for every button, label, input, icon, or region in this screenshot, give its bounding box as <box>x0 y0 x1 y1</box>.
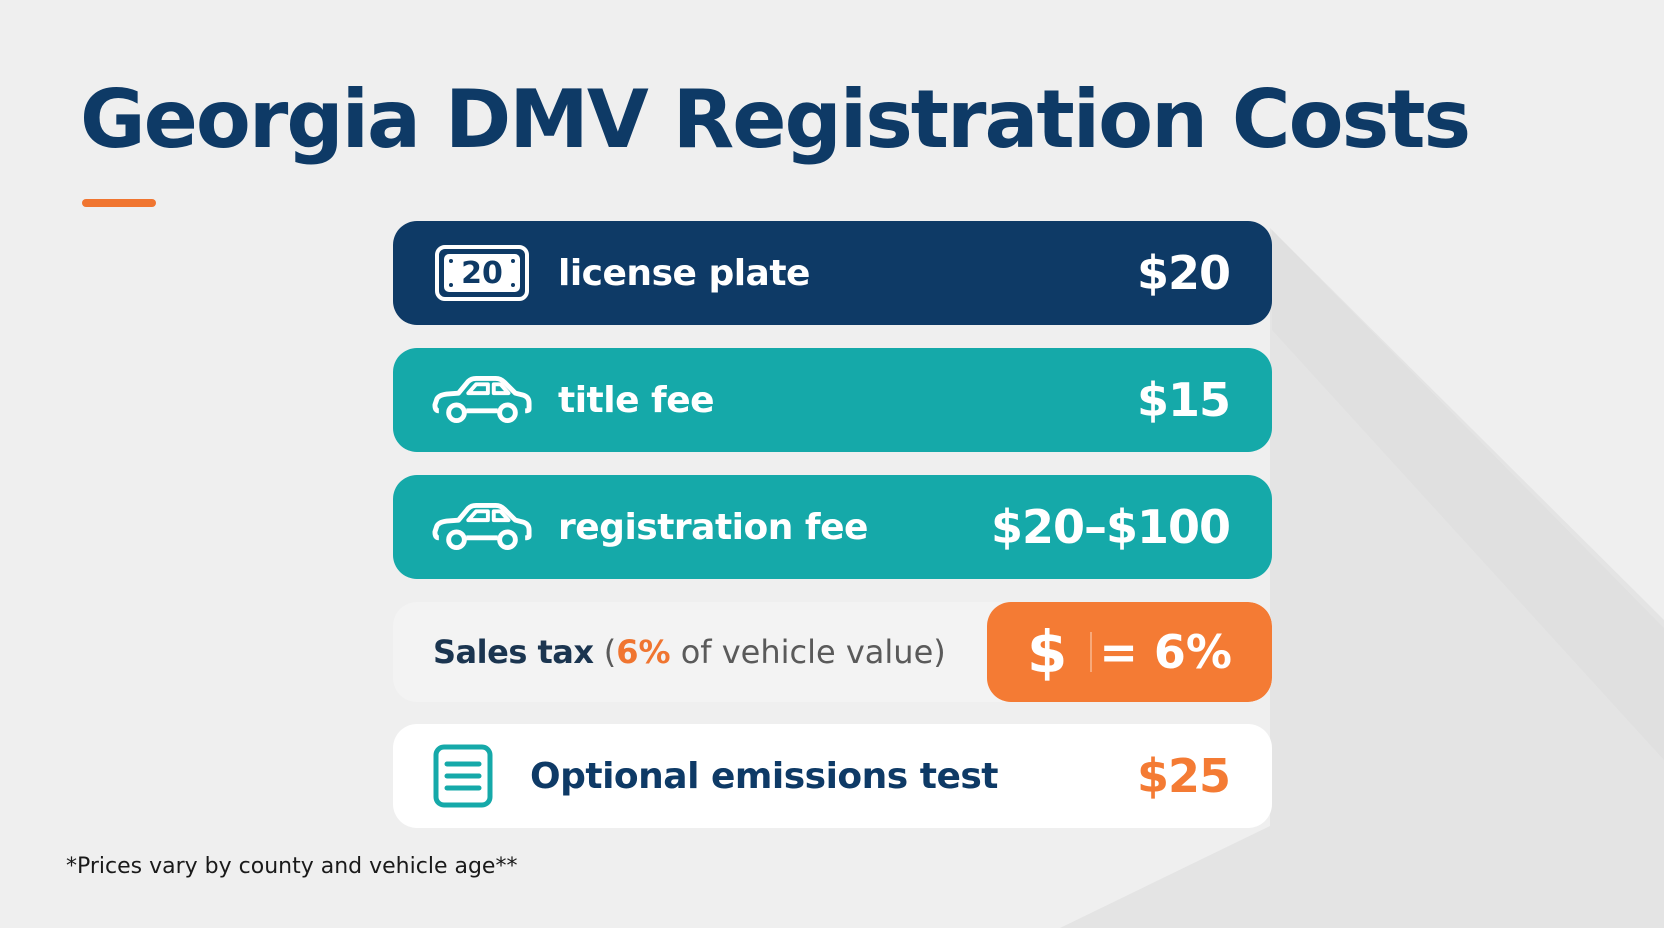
title-accent-bar <box>82 199 156 207</box>
sales-tax-label: Sales tax ( 6% of vehicle value) <box>433 602 946 702</box>
registration-fee-label: registration fee <box>558 506 868 548</box>
badge-divider <box>1090 632 1092 672</box>
sales-tax-row: Sales tax ( 6% of vehicle value) $ = 6% <box>393 602 1272 702</box>
registration-fee-row: registration fee $20–$100 <box>393 475 1272 579</box>
car-icon <box>431 370 533 430</box>
sales-tax-badge: $ = 6% <box>987 602 1272 702</box>
sales-tax-open-paren: ( <box>593 633 617 671</box>
dollar-icon: $ <box>1027 618 1068 686</box>
sales-tax-percent: 6% <box>616 633 671 671</box>
sales-tax-title: Sales tax <box>433 633 594 671</box>
footnote: *Prices vary by county and vehicle age** <box>66 854 518 879</box>
license-plate-icon: 20 <box>431 243 533 303</box>
document-list-icon <box>433 744 493 808</box>
emissions-test-value: $25 <box>1136 749 1231 803</box>
license-plate-label: license plate <box>558 252 810 294</box>
registration-fee-value: $20–$100 <box>990 500 1231 554</box>
emissions-test-label: Optional emissions test <box>530 755 999 797</box>
license-plate-value: $20 <box>1136 246 1231 300</box>
title-fee-value: $15 <box>1136 373 1231 427</box>
page-title: Georgia DMV Registration Costs <box>80 73 1471 166</box>
title-fee-label: title fee <box>558 379 715 421</box>
sales-tax-suffix: of vehicle value) <box>670 633 946 671</box>
plate-number: 20 <box>461 255 503 291</box>
sales-tax-badge-value: = 6% <box>1099 625 1232 679</box>
emissions-test-row: Optional emissions test $25 <box>393 724 1272 828</box>
car-icon <box>431 497 533 557</box>
license-plate-row: 20 license plate $20 <box>393 221 1272 325</box>
title-fee-row: title fee $15 <box>393 348 1272 452</box>
